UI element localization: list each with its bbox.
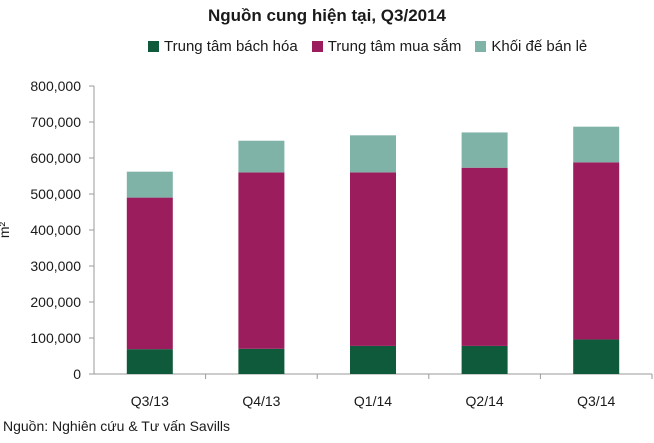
legend-label: Khối đế bán lẻ bbox=[491, 38, 588, 55]
x-tick-label: Q2/14 bbox=[466, 393, 504, 409]
y-tick-label: 400,000 bbox=[30, 222, 81, 238]
bar-segment bbox=[573, 339, 620, 374]
legend-item: Trung tâm mua sắm bbox=[311, 38, 462, 55]
x-tick-label: Q3/14 bbox=[577, 393, 615, 409]
source-note: Nguồn: Nghiên cứu & Tư vấn Savills bbox=[3, 418, 231, 434]
chart-title: Nguồn cung hiện tại, Q3/2014 bbox=[207, 6, 447, 25]
bar-segment bbox=[573, 162, 620, 340]
y-tick-label: 100,000 bbox=[30, 330, 81, 346]
y-tick-label: 300,000 bbox=[30, 258, 81, 274]
legend-item: Khối đế bán lẻ bbox=[475, 38, 587, 55]
bar-segment bbox=[461, 167, 508, 346]
legend-label: Trung tâm mua sắm bbox=[327, 38, 462, 55]
x-tick-label: Q3/13 bbox=[131, 393, 169, 409]
y-tick-label: 0 bbox=[73, 366, 81, 382]
y-tick-label: 200,000 bbox=[30, 294, 81, 310]
legend-swatch bbox=[475, 41, 487, 52]
legend-swatch bbox=[148, 41, 159, 52]
legend-label: Trung tâm bách hóa bbox=[164, 38, 298, 55]
y-axis-label: m² bbox=[0, 222, 12, 239]
x-tick-label: Q1/14 bbox=[354, 393, 392, 409]
bar-segment bbox=[238, 140, 285, 173]
bar-segment bbox=[350, 172, 396, 346]
x-tick-label: Q4/13 bbox=[242, 393, 280, 409]
y-tick-label: 700,000 bbox=[30, 114, 81, 130]
bar-segment bbox=[238, 172, 285, 349]
bar-segment bbox=[461, 345, 508, 374]
bar-segment bbox=[126, 197, 173, 350]
y-tick-label: 600,000 bbox=[30, 150, 81, 166]
bar-segment bbox=[573, 126, 620, 163]
y-tick-label: 500,000 bbox=[30, 186, 81, 202]
bar-segment bbox=[461, 132, 508, 168]
bar-segment bbox=[126, 171, 173, 198]
bar-segment bbox=[350, 345, 396, 374]
legend-item: Trung tâm bách hóa bbox=[148, 38, 298, 55]
bar-segment bbox=[126, 349, 173, 374]
legend-swatch bbox=[311, 41, 323, 52]
bar-segment bbox=[238, 348, 285, 374]
legend: Trung tâm bách hóa Trung tâm mua sắm Khối … bbox=[148, 38, 587, 55]
y-tick-label: 800,000 bbox=[30, 78, 81, 94]
bar-segment bbox=[350, 135, 396, 173]
